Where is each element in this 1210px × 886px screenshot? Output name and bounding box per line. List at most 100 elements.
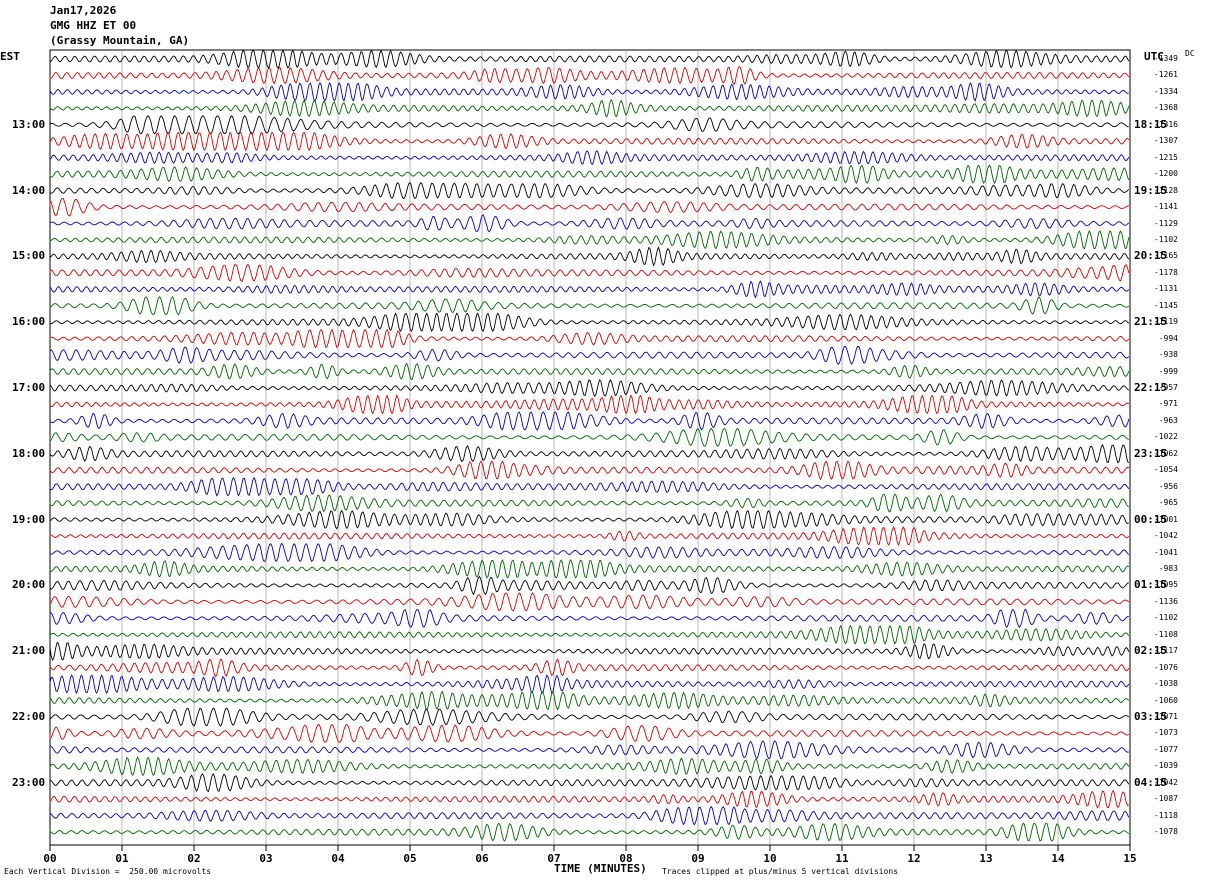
seismic-trace xyxy=(49,181,1130,200)
x-tick-label: 00 xyxy=(43,852,56,865)
seismic-trace xyxy=(49,312,1130,333)
dc-offset-value: -1102 xyxy=(1153,234,1178,244)
seismic-trace xyxy=(49,756,1130,777)
dc-offset-value: -1131 xyxy=(1153,284,1178,294)
seismic-trace xyxy=(49,443,1130,464)
dc-offset-value: -1022 xyxy=(1153,432,1178,442)
utc-hour-label: 22:15 xyxy=(1134,381,1168,394)
seismic-trace xyxy=(49,295,1130,316)
dc-offset-value: -1117 xyxy=(1153,646,1178,656)
dc-offset-value: -938 xyxy=(1158,350,1178,360)
seismic-trace xyxy=(49,658,1130,678)
seismic-trace xyxy=(49,81,1129,102)
est-hour-label: 20:00 xyxy=(12,578,46,592)
seismic-trace xyxy=(49,99,1130,118)
seismic-trace xyxy=(49,723,1130,743)
seismic-trace xyxy=(49,542,1130,562)
seismic-trace xyxy=(49,346,1130,365)
seismic-trace xyxy=(49,378,1130,398)
est-hour-label: 23:00 xyxy=(12,775,46,789)
dc-offset-value: -1136 xyxy=(1153,596,1178,606)
seismic-trace xyxy=(49,131,1130,152)
dc-offset-value: -1042 xyxy=(1153,777,1178,787)
dc-offset-value: -1060 xyxy=(1153,695,1178,705)
x-tick-label: 09 xyxy=(691,852,704,865)
seismic-trace xyxy=(49,805,1130,826)
dc-offset-value: -1119 xyxy=(1153,317,1178,327)
dc-axis-label: DC xyxy=(1185,49,1195,58)
seismic-trace xyxy=(49,740,1129,760)
seismic-trace xyxy=(49,641,1130,661)
seismic-trace xyxy=(49,246,1130,267)
utc-hour-label: 04:15 xyxy=(1134,775,1168,789)
dc-offset-value: -1041 xyxy=(1153,547,1178,557)
x-tick-label: 02 xyxy=(187,852,200,865)
x-tick-label: 15 xyxy=(1123,852,1136,865)
seismic-trace xyxy=(49,263,1130,283)
seismic-trace xyxy=(49,509,1130,530)
dc-offset-value: -1039 xyxy=(1153,761,1178,771)
seismic-trace xyxy=(49,674,1130,695)
dc-offset-value: -1145 xyxy=(1153,300,1178,310)
plot-frame xyxy=(49,49,1131,846)
x-tick-label: 07 xyxy=(547,852,560,865)
dc-offset-value: -1165 xyxy=(1153,251,1178,261)
dc-offset-value: -1076 xyxy=(1153,662,1178,672)
est-hour-label: 21:00 xyxy=(12,644,46,658)
dc-offset-value: -1368 xyxy=(1153,103,1178,113)
dc-offset-value: -994 xyxy=(1158,333,1178,343)
utc-hour-label: 00:15 xyxy=(1134,512,1168,526)
x-axis-title: TIME (MINUTES) xyxy=(554,862,647,875)
x-tick-label: 08 xyxy=(619,852,632,865)
x-tick-label: 01 xyxy=(115,852,129,865)
seismic-trace xyxy=(49,280,1130,299)
x-tick-label: 12 xyxy=(907,852,920,865)
dc-offset-value: -1349 xyxy=(1153,54,1178,63)
dc-offset-value: -1307 xyxy=(1153,136,1178,146)
x-tick-label: 03 xyxy=(259,852,272,865)
utc-hour-label: 20:15 xyxy=(1134,249,1168,263)
dc-offset-value: -1001 xyxy=(1153,514,1178,524)
x-tick-label: 10 xyxy=(763,852,776,865)
est-hour-label: 15:00 xyxy=(12,249,46,263)
seismic-trace xyxy=(49,575,1129,596)
dc-offset-value: -1073 xyxy=(1153,728,1178,738)
seismic-trace xyxy=(49,789,1130,809)
dc-offset-value: -1038 xyxy=(1153,679,1178,689)
dc-offset-value: -1200 xyxy=(1153,169,1178,179)
est-hour-label: 14:00 xyxy=(12,183,46,197)
seismic-trace xyxy=(49,558,1130,580)
chart-header: Jan17,2026 GMG HHZ ET 00 (Grassy Mountai… xyxy=(50,3,189,48)
est-hour-label: 13:00 xyxy=(12,117,46,131)
dc-offset-value: -1334 xyxy=(1153,86,1178,96)
dc-offset-value: -1141 xyxy=(1153,202,1178,212)
dc-offset-value: -1129 xyxy=(1153,218,1178,228)
dc-offset-value: -957 xyxy=(1158,383,1178,392)
dc-offset-value: -1054 xyxy=(1153,465,1178,475)
dc-offset-value: -1042 xyxy=(1153,531,1178,541)
chart-date: Jan17,2026 xyxy=(50,4,117,17)
est-axis-label: EST xyxy=(0,50,20,63)
seismic-trace xyxy=(49,150,1130,166)
seismic-trace xyxy=(49,772,1130,793)
seismic-trace xyxy=(49,822,1130,842)
est-hour-label: 17:00 xyxy=(12,381,46,394)
dc-offset-value: -983 xyxy=(1158,563,1178,573)
scale-note: Each Vertical Division = 250.00 microvol… xyxy=(4,867,212,876)
est-hour-label: 22:00 xyxy=(12,710,46,723)
dc-offset-value: -1078 xyxy=(1153,827,1178,837)
dc-offset-value: -1077 xyxy=(1153,744,1178,754)
dc-offset-value: -1215 xyxy=(1153,152,1178,162)
dc-offset-value: -965 xyxy=(1158,498,1178,508)
dc-offset-value: -1108 xyxy=(1153,629,1178,639)
seismic-trace xyxy=(49,427,1129,447)
utc-hour-label: 02:15 xyxy=(1134,644,1168,658)
dc-offset-value: -971 xyxy=(1158,399,1178,409)
dc-offset-value: -1062 xyxy=(1153,448,1178,458)
seismic-trace xyxy=(49,197,1129,217)
utc-hour-label: 18:15 xyxy=(1134,117,1168,131)
dc-offset-value: -1261 xyxy=(1153,70,1178,80)
dc-offset-value: -1128 xyxy=(1153,185,1178,195)
utc-hour-label: 23:15 xyxy=(1134,446,1168,460)
seismic-trace xyxy=(49,362,1130,380)
